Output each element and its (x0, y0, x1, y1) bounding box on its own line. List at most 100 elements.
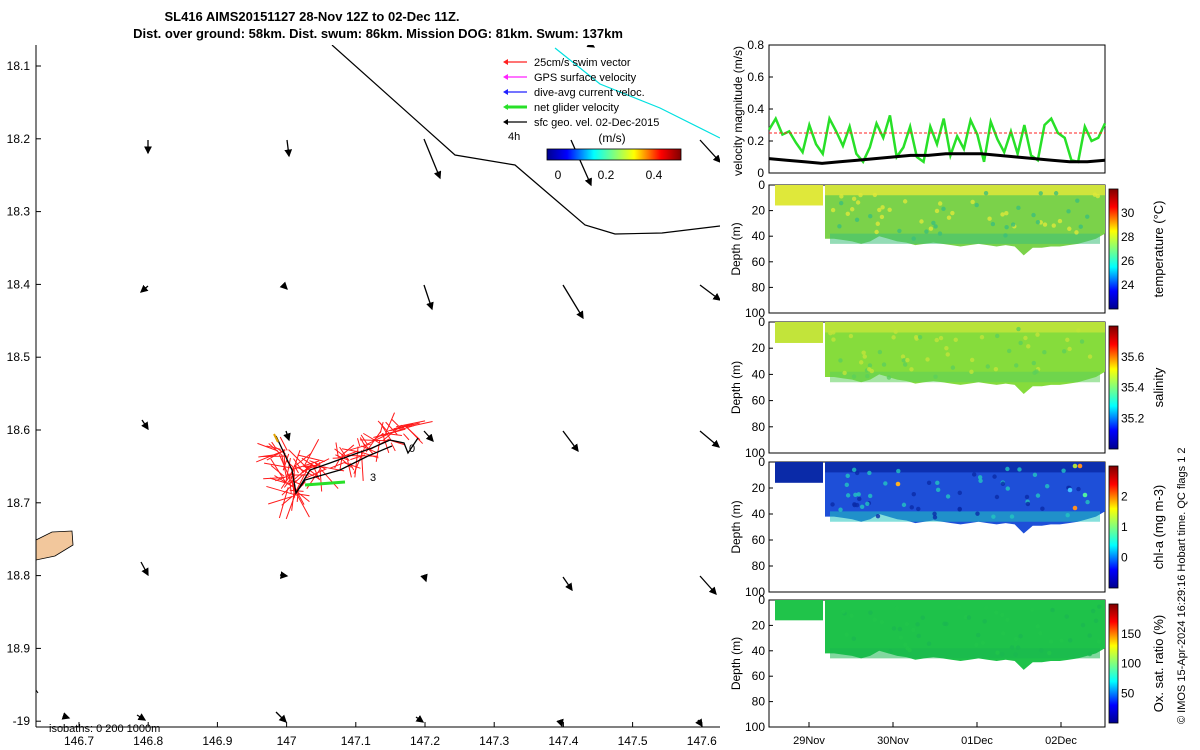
section-y-tick-label: 0 (758, 593, 765, 607)
section-sample-dot (1038, 191, 1043, 196)
section-sample-dot (886, 375, 892, 380)
legend-arrowhead (503, 104, 508, 110)
section-sample-dot (978, 478, 983, 484)
swim-vector (404, 424, 424, 444)
section-sample-dot (868, 214, 873, 219)
section-sample-dot (848, 333, 854, 339)
colorbar-tick-label: 24 (1121, 278, 1135, 292)
section-colorbar-label: temperature (°C) (1151, 201, 1166, 298)
section-sample-dot (856, 492, 861, 497)
section-sample-dot (896, 468, 901, 474)
section-sample-dot (897, 228, 902, 234)
swim-vector (303, 439, 320, 468)
section-sample-dot (862, 354, 867, 359)
section-sample-dot (926, 641, 932, 646)
section-sample-dot (851, 467, 857, 473)
section-sample-dot (867, 367, 872, 372)
date-tick-label: 02Dec (1045, 735, 1077, 747)
section-sample-dot (934, 337, 939, 343)
glider-track (275, 435, 419, 495)
geo-arrow (415, 715, 425, 723)
colorbar-gradient (546, 148, 682, 161)
geo-arrow (699, 284, 720, 301)
map-y-tick-label: 18.2 (7, 132, 31, 146)
section-sample-dot (994, 494, 1000, 500)
date-tick-label: 29Nov (793, 735, 825, 747)
section-sample-dot (901, 502, 907, 508)
section-sample-dot (931, 220, 936, 226)
section-sample-dot (1040, 506, 1045, 511)
section-sample-dot (969, 357, 975, 363)
map-x-tick-label: 146.7 (64, 734, 94, 748)
section-panel: 0 20 40 60 80 100 Depth (m) 35.2 35.4 35.6 salinit… (729, 315, 1166, 460)
section-sample-dot (888, 649, 893, 654)
velocity-y-tick-label: 0.4 (747, 102, 764, 116)
section-deep-band (830, 648, 1100, 659)
swim-vector (359, 439, 387, 442)
map-y-tick-label: 18.4 (7, 277, 31, 291)
section-sample-dot (872, 192, 878, 198)
isobaths-label: isobaths: 0 200 1000m (49, 723, 160, 735)
section-sample-dot (861, 350, 866, 355)
section-sample-dot (851, 636, 856, 641)
section-sample-dot (1034, 369, 1039, 374)
swim-vector (309, 460, 318, 465)
section-sample-dot (1067, 346, 1072, 352)
section-y-tick-label: 20 (752, 341, 766, 355)
velocity-series (767, 114, 1107, 165)
velocity-panel: 0 0.2 0.4 0.6 0.8 velocity magnitude (m/s) (731, 38, 1107, 180)
section-sample-dot (911, 627, 916, 633)
section-y-tick-label: 20 (752, 204, 766, 218)
section-sample-dot (867, 493, 873, 499)
section-sample-dot (1031, 212, 1036, 218)
section-sample-dot (1042, 222, 1048, 227)
section-sample-dot (1000, 481, 1006, 486)
section-sample-dot (1030, 607, 1035, 612)
swim-vector (304, 468, 327, 480)
section-surface-layer (825, 600, 1105, 611)
date-tick-label: 30Nov (877, 735, 909, 747)
section-sample-dot (1016, 205, 1021, 211)
section-colorbar (1108, 188, 1119, 310)
swim-vector (356, 438, 361, 447)
section-sample-dot (946, 215, 952, 220)
section-y-tick-label: 80 (752, 559, 766, 573)
section-sample-dot (1097, 604, 1102, 609)
section-y-tick-label: 0 (758, 315, 765, 329)
colorbar-tick-label: 1 (1121, 520, 1128, 534)
chl-highlight-dot (1082, 492, 1088, 498)
section-sample-dot (924, 229, 929, 234)
swim-vector (268, 495, 293, 505)
section-sample-dot (1067, 226, 1072, 231)
chl-highlight-dot (1077, 463, 1083, 469)
swim-vector (393, 423, 414, 430)
section-data-early (775, 600, 823, 621)
section-colorbar-label: salinity (1151, 367, 1166, 407)
section-sample-dot (859, 504, 865, 509)
section-data-early (775, 322, 823, 343)
section-sample-dot (1050, 607, 1055, 613)
date-tick-label: 01Dec (961, 735, 993, 747)
swim-vector (258, 454, 277, 458)
section-sample-dot (979, 334, 985, 340)
section-sample-dot (975, 511, 980, 516)
section-sample-dot (831, 337, 836, 342)
colorbar-tick-label: 35.6 (1121, 350, 1145, 364)
geo-arrow (699, 430, 720, 448)
section-sample-dot (851, 374, 857, 379)
section-sample-dot (904, 621, 910, 627)
swim-vector (339, 446, 346, 456)
section-sample-dot (875, 221, 880, 226)
swim-vector (293, 452, 312, 468)
section-sample-dot (844, 482, 850, 488)
section-sample-dot (854, 470, 860, 476)
geo-arrow (279, 281, 288, 290)
legend-arrowhead (503, 119, 508, 125)
section-sample-dot (972, 472, 977, 477)
swim-vector (264, 462, 295, 470)
section-colorbar-label: chl-a (mg m-3) (1151, 485, 1166, 570)
section-sample-dot (935, 480, 940, 486)
map-x-tick-label: 147.3 (479, 734, 509, 748)
map-y-tick-label: 18.3 (7, 205, 31, 219)
section-sample-dot (990, 221, 996, 227)
